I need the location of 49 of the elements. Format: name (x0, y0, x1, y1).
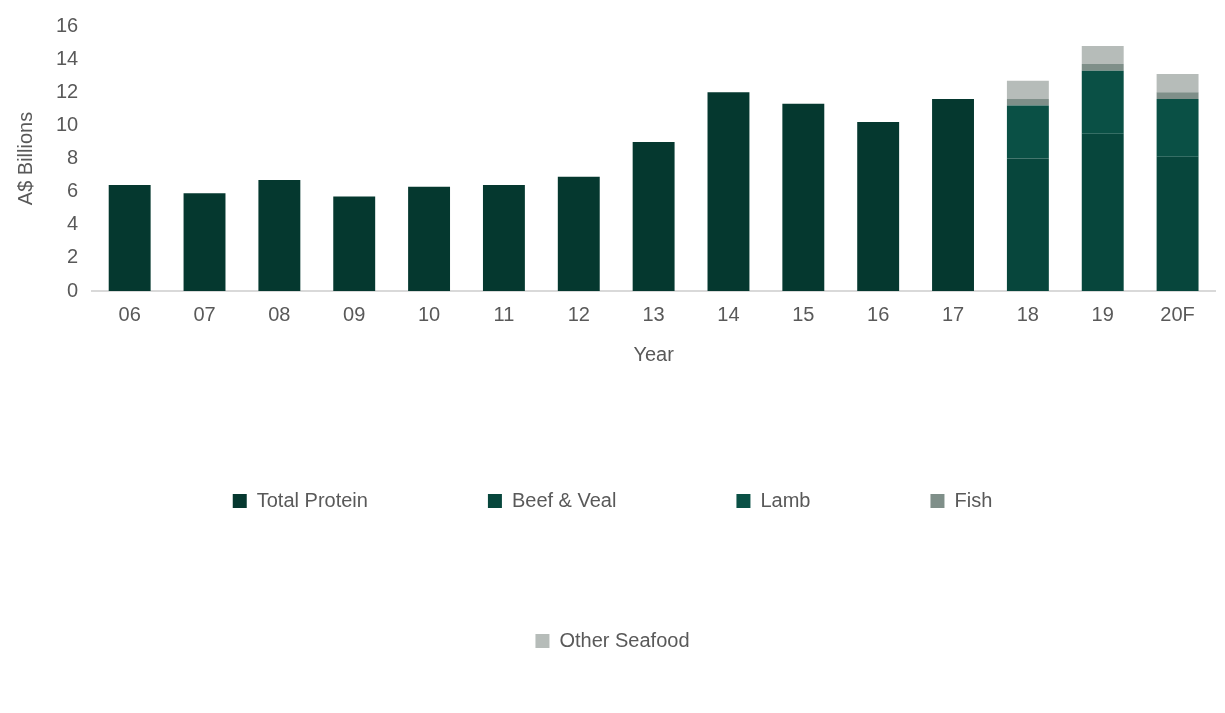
y-tick-label: 4 (67, 212, 79, 235)
x-tick-label: 17 (941, 302, 965, 325)
legend-label: Beef & Veal (511, 488, 617, 511)
bar (632, 141, 675, 291)
bar (707, 92, 750, 291)
bar (108, 185, 151, 291)
x-tick-label: 12 (567, 302, 590, 325)
y-tick-label: 2 (67, 245, 79, 268)
bar (1081, 64, 1124, 71)
bar (1006, 98, 1049, 106)
x-tick-label: 09 (343, 302, 366, 325)
x-tick-label: 18 (1016, 302, 1039, 325)
y-tick-label: 0 (67, 278, 79, 301)
y-tick-label: 12 (56, 79, 79, 102)
bar (183, 193, 226, 291)
y-tick-label: 10 (56, 112, 79, 135)
y-tick-label: 8 (67, 146, 79, 169)
legend-label: Fish (954, 488, 993, 511)
x-tick-label: 13 (642, 302, 665, 325)
y-tick-label: 6 (67, 179, 79, 202)
legend-label: Lamb (760, 488, 811, 511)
bar (408, 186, 451, 291)
bar (1156, 92, 1199, 99)
bar (1156, 74, 1199, 93)
bar (482, 185, 525, 291)
bar (932, 98, 974, 291)
y-tick-label: 16 (56, 13, 79, 36)
bar (1081, 45, 1124, 65)
bar (333, 196, 376, 291)
bar (258, 180, 301, 291)
bar (1006, 80, 1049, 99)
y-tick-label: 14 (56, 46, 79, 69)
x-tick-label: 11 (493, 302, 515, 325)
x-tick-label: 16 (867, 302, 890, 325)
x-tick-label: 08 (268, 302, 291, 325)
legend-label: Other Seafood (559, 628, 690, 651)
x-tick-label: 06 (118, 302, 141, 325)
x-axis-title: Year (633, 342, 675, 365)
x-tick-label: 14 (717, 302, 740, 325)
x-tick-label: 19 (1091, 302, 1114, 325)
y-axis-title: A$ Billions (13, 111, 36, 206)
x-tick-label: 07 (193, 302, 216, 325)
bar (557, 176, 600, 291)
bar (782, 103, 825, 291)
legend-label: Total Protein (256, 488, 368, 511)
x-tick-label: 10 (417, 302, 441, 325)
x-tick-label: 20F (1160, 302, 1195, 325)
x-tick-label: 15 (792, 302, 815, 325)
bar (857, 122, 900, 291)
